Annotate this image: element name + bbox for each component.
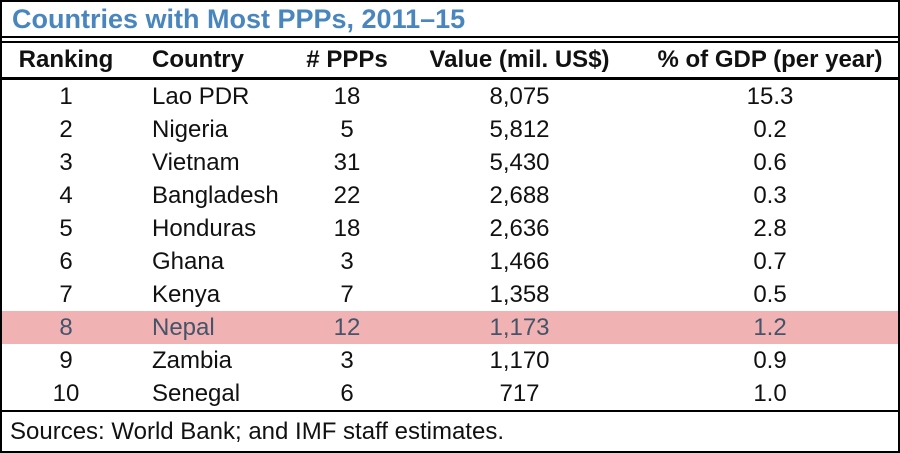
cell-ranking: 1 <box>59 82 73 110</box>
table-row: 10 Senegal 6 717 1.0 <box>2 377 898 410</box>
cell-gdp: 0.7 <box>753 247 787 275</box>
cell-ppps: 31 <box>333 148 361 176</box>
table-row: 2 Nigeria 5 5,812 0.2 <box>2 113 898 146</box>
cell-country: Zambia <box>152 346 233 374</box>
cell-gdp: 0.3 <box>753 181 787 209</box>
cell-value: 5,812 <box>489 115 550 143</box>
cell-ranking: 4 <box>59 181 73 209</box>
cell-gdp: 0.9 <box>753 346 787 374</box>
column-header-ranking: Ranking <box>18 46 114 73</box>
cell-ppps: 5 <box>340 115 354 143</box>
cell-ranking: 10 <box>52 379 80 407</box>
table-row: 1 Lao PDR 18 8,075 15.3 <box>2 80 898 113</box>
cell-gdp: 2.8 <box>753 214 787 242</box>
cell-ppps: 3 <box>340 346 354 374</box>
table-row: 7 Kenya 7 1,358 0.5 <box>2 278 898 311</box>
cell-country: Honduras <box>152 214 257 242</box>
cell-country: Senegal <box>152 379 241 407</box>
cell-country: Kenya <box>152 280 221 308</box>
source-note: Sources: World Bank; and IMF staff estim… <box>2 410 898 451</box>
cell-value: 8,075 <box>489 82 550 110</box>
column-header-value: Value (mil. US$) <box>429 46 610 73</box>
table-row: 9 Zambia 3 1,170 0.9 <box>2 344 898 377</box>
table-header-row: Ranking Country # PPPs Value (mil. US$) … <box>2 41 898 80</box>
cell-value: 1,170 <box>489 346 550 374</box>
table-row-highlighted: 8 Nepal 12 1,173 1.2 <box>2 311 898 344</box>
cell-value: 1,358 <box>489 280 550 308</box>
column-header-gdp: % of GDP (per year) <box>657 46 883 73</box>
table-row: 6 Ghana 3 1,466 0.7 <box>2 245 898 278</box>
cell-gdp: 0.2 <box>753 115 787 143</box>
cell-ppps: 22 <box>333 181 361 209</box>
cell-ranking: 6 <box>59 247 73 275</box>
cell-ppps: 12 <box>333 313 361 341</box>
cell-country: Lao PDR <box>152 82 250 110</box>
cell-gdp: 1.2 <box>753 313 787 341</box>
cell-value: 5,430 <box>489 148 550 176</box>
cell-value: 1,173 <box>489 313 550 341</box>
cell-ppps: 18 <box>333 214 361 242</box>
cell-value: 1,466 <box>489 247 550 275</box>
column-header-country: Country <box>152 46 244 73</box>
cell-gdp: 1.0 <box>753 379 787 407</box>
table-row: 5 Honduras 18 2,636 2.8 <box>2 212 898 245</box>
cell-ranking: 5 <box>59 214 73 242</box>
table-row: 3 Vietnam 31 5,430 0.6 <box>2 146 898 179</box>
cell-ppps: 3 <box>340 247 354 275</box>
cell-ranking: 2 <box>59 115 73 143</box>
cell-country: Bangladesh <box>152 181 279 209</box>
cell-value: 2,688 <box>489 181 550 209</box>
cell-ppps: 18 <box>333 82 361 110</box>
cell-ranking: 7 <box>59 280 73 308</box>
cell-ppps: 7 <box>340 280 354 308</box>
cell-country: Vietnam <box>152 148 240 176</box>
cell-country: Ghana <box>152 247 225 275</box>
cell-country: Nigeria <box>152 115 229 143</box>
table-body: 1 Lao PDR 18 8,075 15.3 2 Nigeria 5 5,81… <box>2 80 898 410</box>
cell-gdp: 15.3 <box>746 82 794 110</box>
cell-ranking: 8 <box>59 313 73 341</box>
cell-ranking: 3 <box>59 148 73 176</box>
table-title: Countries with Most PPPs, 2011–15 <box>2 2 898 38</box>
cell-gdp: 0.6 <box>753 148 787 176</box>
cell-country: Nepal <box>152 313 215 341</box>
column-header-ppps: # PPPs <box>306 46 388 73</box>
cell-value: 2,636 <box>489 214 550 242</box>
table-row: 4 Bangladesh 22 2,688 0.3 <box>2 179 898 212</box>
cell-ppps: 6 <box>340 379 354 407</box>
cell-gdp: 0.5 <box>753 280 787 308</box>
cell-value: 717 <box>499 379 540 407</box>
cell-ranking: 9 <box>59 346 73 374</box>
